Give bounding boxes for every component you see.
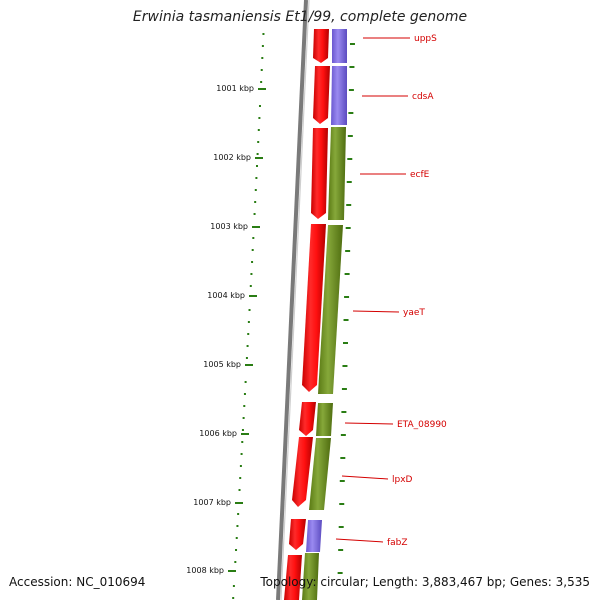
gene-label-eta-08990[interactable]: ETA_08990 bbox=[397, 420, 447, 430]
olive-gene-block-1[interactable] bbox=[328, 127, 346, 220]
olive-gene-block-2[interactable] bbox=[318, 225, 343, 394]
minor-tick-dot bbox=[251, 249, 254, 251]
minor-tick-dot bbox=[251, 261, 254, 263]
olive-gene-block-4[interactable] bbox=[309, 438, 331, 510]
purple-gene-block-3[interactable] bbox=[306, 520, 322, 552]
tick-label: 1003 kbp bbox=[210, 222, 248, 231]
forward-gene-track bbox=[302, 29, 347, 600]
minor-tick-dot bbox=[255, 165, 258, 167]
tick-label: 1001 kbp bbox=[216, 84, 254, 93]
minor-tick-dot bbox=[258, 105, 261, 107]
gene-leader-line bbox=[341, 475, 389, 480]
gene-label-leaders bbox=[335, 37, 410, 543]
genome-backbone bbox=[276, 0, 308, 600]
minor-tick-dot bbox=[235, 537, 238, 539]
minor-tick-dot bbox=[262, 33, 265, 35]
gene-label-lpxd[interactable]: lpxD bbox=[392, 475, 413, 485]
minor-tick-dot bbox=[261, 57, 264, 59]
minor-tick-dot bbox=[232, 585, 235, 587]
minor-tick-dot bbox=[254, 189, 257, 191]
topology-text: Topology: circular; Length: 3,883,467 bp… bbox=[260, 575, 590, 589]
major-ticks bbox=[228, 88, 266, 572]
minor-tick-dot bbox=[240, 453, 243, 455]
minor-tick-dot bbox=[260, 69, 263, 71]
gene-label-cdsa[interactable]: cdsA bbox=[412, 92, 434, 102]
minor-tick-dot bbox=[257, 141, 260, 143]
olive-gene-block-5[interactable] bbox=[302, 553, 319, 600]
tick-label: 1002 kbp bbox=[213, 153, 251, 162]
minor-tick-dot bbox=[257, 129, 260, 131]
minor-tick-dot bbox=[246, 345, 249, 347]
gene-label-yaet[interactable]: yaeT bbox=[403, 308, 425, 318]
gene-leader-line bbox=[344, 422, 394, 425]
minor-tick-dot bbox=[243, 393, 246, 395]
minor-tick-dot bbox=[234, 561, 237, 563]
minor-tick-dot bbox=[239, 465, 242, 467]
minor-tick-dot bbox=[235, 549, 238, 551]
outer-track-ticks bbox=[337, 43, 355, 574]
minor-tick-dot bbox=[241, 429, 244, 431]
genome-title: Erwinia tasmaniensis Et1/99, complete ge… bbox=[132, 9, 468, 25]
minor-tick-dots bbox=[232, 33, 265, 599]
minor-tick-dot bbox=[247, 333, 250, 335]
minor-tick-dot bbox=[258, 117, 261, 119]
minor-tick-dot bbox=[254, 201, 257, 203]
minor-tick-dot bbox=[252, 237, 255, 239]
red-gene-arrow-3[interactable] bbox=[311, 128, 328, 219]
gene-label-upps[interactable]: uppS bbox=[414, 34, 437, 44]
purple-gene-block-2[interactable] bbox=[331, 66, 347, 125]
minor-tick-dot bbox=[245, 357, 248, 359]
minor-tick-dot bbox=[253, 213, 256, 215]
tick-label: 1005 kbp bbox=[203, 360, 241, 369]
minor-tick-dot bbox=[249, 285, 252, 287]
minor-tick-dot bbox=[232, 597, 235, 599]
minor-tick-dot bbox=[256, 153, 259, 155]
gene-leader-line bbox=[335, 538, 384, 543]
red-gene-track bbox=[284, 29, 330, 600]
gene-leader-line bbox=[352, 310, 400, 313]
minor-tick-dot bbox=[238, 489, 241, 491]
minor-tick-dot bbox=[260, 81, 263, 83]
minor-tick-dot bbox=[243, 405, 246, 407]
olive-gene-block-3[interactable] bbox=[316, 403, 333, 436]
accession-text: Accession: NC_010694 bbox=[9, 575, 146, 589]
minor-tick-dot bbox=[248, 309, 251, 311]
genome-backbone-highlight bbox=[280, 0, 310, 600]
tick-label: 1006 kbp bbox=[199, 429, 237, 438]
tick-label: 1008 kbp bbox=[186, 566, 224, 575]
red-gene-arrow-6[interactable] bbox=[292, 437, 313, 507]
minor-tick-dot bbox=[261, 45, 264, 47]
minor-tick-dot bbox=[244, 381, 247, 383]
red-gene-arrow-7[interactable] bbox=[289, 519, 306, 550]
red-gene-arrow-1[interactable] bbox=[313, 29, 329, 63]
tick-label: 1007 kbp bbox=[193, 498, 231, 507]
minor-tick-dot bbox=[237, 513, 240, 515]
gene-label-fabz[interactable]: fabZ bbox=[387, 538, 408, 548]
red-gene-arrow-4[interactable] bbox=[302, 224, 326, 392]
purple-gene-block-1[interactable] bbox=[332, 29, 347, 63]
red-gene-arrow-5[interactable] bbox=[299, 402, 316, 436]
minor-tick-dot bbox=[242, 417, 245, 419]
gene-label-ecfe[interactable]: ecfE bbox=[410, 170, 430, 180]
minor-tick-dot bbox=[236, 525, 239, 527]
red-gene-arrow-8[interactable] bbox=[284, 555, 302, 600]
tick-label: 1004 kbp bbox=[207, 291, 245, 300]
minor-tick-dot bbox=[250, 273, 253, 275]
minor-tick-dot bbox=[247, 321, 250, 323]
minor-tick-dot bbox=[239, 477, 242, 479]
minor-tick-dot bbox=[255, 177, 258, 179]
minor-tick-dot bbox=[241, 441, 244, 443]
red-gene-arrow-2[interactable] bbox=[313, 66, 330, 124]
